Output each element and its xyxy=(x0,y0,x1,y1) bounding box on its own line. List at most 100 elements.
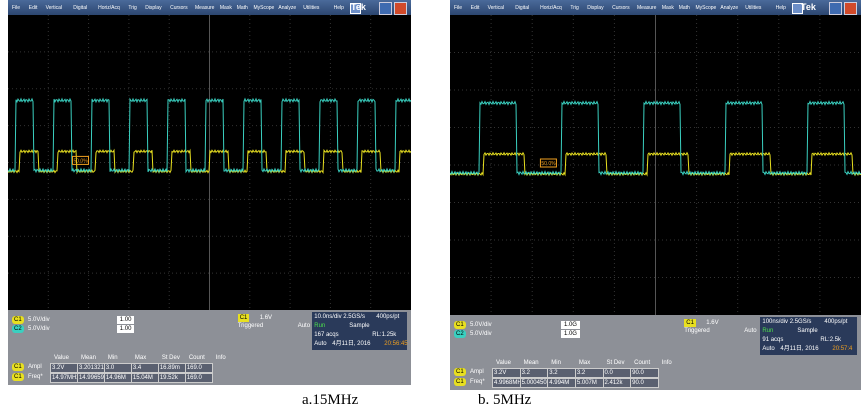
horizontal-time: 20:56:45 xyxy=(384,340,407,348)
measurement-cell: 3.201321 xyxy=(77,363,105,373)
menu-item[interactable]: Utilities xyxy=(745,4,761,12)
menu-item[interactable]: File xyxy=(454,4,462,12)
horizontal-mode: Auto xyxy=(314,340,326,348)
menu-item[interactable]: Analyze xyxy=(720,4,738,12)
measurement-name: Ampl xyxy=(470,368,484,376)
menu-item[interactable]: Math xyxy=(237,4,248,12)
measurement-cell: 3.2 xyxy=(520,368,549,378)
horizontal-acq: Sample xyxy=(349,322,369,330)
measurement-cell: 169.0 xyxy=(185,373,213,383)
menu-item[interactable]: Trig xyxy=(128,4,136,12)
channel-bandwidth: 1.0G xyxy=(561,330,580,338)
menu-item[interactable]: Trig xyxy=(570,4,578,12)
channel-badge[interactable]: C2 xyxy=(12,325,24,333)
measurement-header: Info xyxy=(662,359,672,367)
measurement-header: Count xyxy=(189,354,205,362)
measurement-cell: 3.2V xyxy=(492,368,521,378)
measurement-cell: 14.996594M xyxy=(77,373,105,383)
menu-item[interactable]: Help xyxy=(776,4,786,12)
menu-item[interactable]: Cursors xyxy=(170,4,188,12)
menu-item[interactable]: File xyxy=(12,4,20,12)
menu-item[interactable]: Analyze xyxy=(278,4,296,12)
close-button[interactable] xyxy=(394,2,407,15)
menu-item[interactable]: Horiz/Acq xyxy=(98,4,120,12)
channel-badge[interactable]: C1 xyxy=(12,316,24,324)
menu-item[interactable]: Vertical xyxy=(46,4,62,12)
measurement-cell: 3.2V xyxy=(50,363,78,373)
menu-item[interactable]: Vertical xyxy=(488,4,504,12)
measurement-header: Mean xyxy=(524,359,539,367)
menu-item[interactable]: MyScope xyxy=(254,4,275,12)
measurement-header: St Dev xyxy=(162,354,180,362)
measurement-cell: 3.2 xyxy=(575,368,604,378)
menu-item[interactable]: Display xyxy=(145,4,161,12)
menu-item[interactable]: Digital xyxy=(515,4,529,12)
menu-item[interactable]: Utilities xyxy=(303,4,319,12)
channel-badge[interactable]: C2 xyxy=(454,330,466,338)
channel-scale: 5.0V/div xyxy=(470,330,492,338)
waveform-screen: 50.0% xyxy=(450,15,861,315)
measurement-cell: 14.96M xyxy=(104,373,132,383)
measurement-header: Value xyxy=(496,359,511,367)
cursor-label: 50.0% xyxy=(73,158,88,164)
menu-item[interactable]: Mask xyxy=(662,4,674,12)
measurement-header: Max xyxy=(579,359,590,367)
menu-item[interactable]: Edit xyxy=(29,4,38,12)
trigger-state: Triggered xyxy=(238,322,263,330)
measurement-cell: 15.04M xyxy=(131,373,159,383)
measurement-cell: 90.0 xyxy=(630,368,659,378)
menu-item[interactable]: Measure xyxy=(195,4,214,12)
menu-item[interactable]: Math xyxy=(679,4,690,12)
trigger-level: 1.6V xyxy=(260,314,272,322)
horizontal-rl: RL:2.5k xyxy=(820,336,841,344)
menu-item[interactable]: Digital xyxy=(73,4,87,12)
horizontal-scale: 100ns/div 2.5GS/s xyxy=(762,318,811,326)
minimize-button[interactable] xyxy=(379,2,392,15)
measurement-name: Ampl xyxy=(28,363,42,371)
minimize-button[interactable] xyxy=(829,2,842,15)
menu-bar: File Edit Vertical Digital Horiz/Acq Trig Disp… xyxy=(450,0,861,15)
menu-item[interactable]: Display xyxy=(587,4,603,12)
measurement-header: Value xyxy=(54,354,69,362)
measurement-cell: 3.2 xyxy=(547,368,576,378)
trigger-badge: C1 xyxy=(238,314,250,322)
oscilloscope: File Edit Vertical Digital Horiz/Acq Trig Disp… xyxy=(450,0,861,390)
horizontal-run: Run xyxy=(762,327,773,335)
caption: b. 5MHz xyxy=(478,392,531,409)
menu-item[interactable]: Horiz/Acq xyxy=(540,4,562,12)
measurement-header: Max xyxy=(135,354,146,362)
trigger-badge: C1 xyxy=(684,319,696,327)
control-panel: C15.0V/div1.00C25.0V/div1.00C11.6VTrigge… xyxy=(8,310,411,385)
trigger-mode: Auto xyxy=(744,327,756,335)
measurement-cell: 5.0004503M xyxy=(520,378,549,388)
menu-item[interactable]: MyScope xyxy=(696,4,717,12)
menu-item[interactable]: Mask xyxy=(220,4,232,12)
horizontal-scale: 10.0ns/div 2.5GS/s xyxy=(314,313,365,321)
menu-bar: File Edit Vertical Digital Horiz/Acq Trig Disp… xyxy=(8,0,411,15)
measurement-cell: 4.994M xyxy=(547,378,576,388)
measurement-cell: 19.52k xyxy=(158,373,186,383)
caption: a.15MHz xyxy=(302,392,358,409)
measurement-cell: 14.97MHz xyxy=(50,373,78,383)
measurement-cell: 2.412k xyxy=(603,378,632,388)
trigger-mode: Auto xyxy=(298,322,310,330)
channel-scale: 5.0V/div xyxy=(470,321,492,329)
channel-2-trace xyxy=(8,150,411,172)
menu-item[interactable]: Measure xyxy=(637,4,656,12)
measurement-cell: 0.0 xyxy=(603,368,632,378)
horizontal-acq: Sample xyxy=(797,327,817,335)
trigger-level: 1.6V xyxy=(706,319,718,327)
horizontal-date: 4月11日, 2016 xyxy=(780,345,818,353)
horizontal-time: 20:57:4 xyxy=(832,345,852,353)
channel-badge[interactable]: C1 xyxy=(454,321,466,329)
oscilloscope: File Edit Vertical Digital Horiz/Acq Trig Disp… xyxy=(8,0,411,385)
close-button[interactable] xyxy=(844,2,857,15)
menu-item[interactable]: Cursors xyxy=(612,4,630,12)
measurement-badge: C1 xyxy=(12,373,24,381)
page: File Edit Vertical Digital Horiz/Acq Trig Disp… xyxy=(0,0,861,414)
menu-item[interactable]: Help xyxy=(334,4,344,12)
menu-item[interactable]: Edit xyxy=(471,4,480,12)
trigger-state: Triggered xyxy=(684,327,709,335)
brand: Tek xyxy=(351,3,366,11)
